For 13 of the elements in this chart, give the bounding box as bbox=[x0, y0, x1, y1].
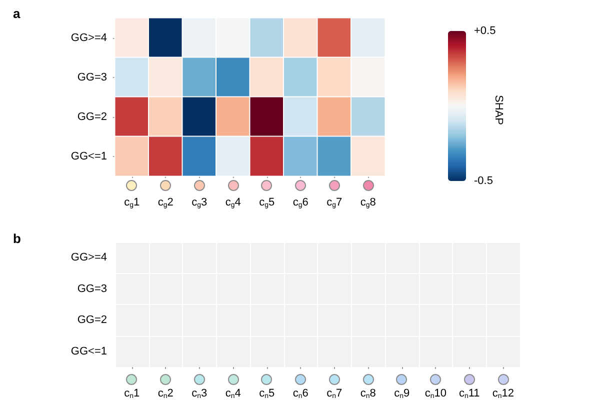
color-bar-label: +0.5 bbox=[474, 25, 496, 37]
chart-title: b bbox=[13, 231, 21, 246]
y-tick-label: GG>=4 bbox=[70, 252, 107, 264]
chart-title: a bbox=[13, 6, 21, 21]
color-bar-label: -0.5 bbox=[474, 175, 493, 187]
y-tick-label: GG<=1 bbox=[70, 150, 107, 162]
y-tick-label: GG>=4 bbox=[70, 32, 107, 44]
color-bar-title: SHAP bbox=[492, 95, 504, 125]
y-tick-label: GG=3 bbox=[77, 71, 107, 84]
y-tick-label: GG<=1 bbox=[70, 345, 107, 358]
y-tick-label: GG=2 bbox=[77, 314, 107, 326]
y-tick-label: GG=2 bbox=[77, 110, 107, 123]
y-tick-label: GG=3 bbox=[77, 282, 107, 295]
